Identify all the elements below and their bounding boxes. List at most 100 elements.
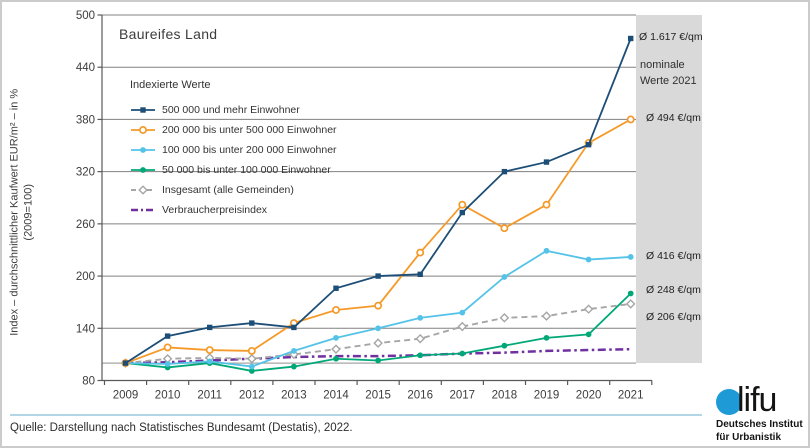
series-marker [205, 346, 214, 354]
series-marker [417, 314, 424, 321]
series-marker [543, 334, 550, 341]
legend-item: 200 000 bis unter 500 000 Einwohner [130, 120, 337, 140]
x-tick-label: 2020 [576, 390, 602, 402]
end-label: Ø 248 €/qm [646, 284, 701, 297]
series-line [125, 302, 631, 365]
series-marker [417, 271, 423, 278]
x-tick-label: 2021 [618, 390, 644, 402]
nominal-values-label: nominale Werte 2021 [640, 59, 697, 87]
x-tick-label: 2011 [197, 390, 222, 402]
x-tick-label: 2013 [281, 390, 307, 402]
legend-item: Insgesamt (alle Gemeinden) [130, 180, 337, 200]
series-marker [122, 360, 129, 366]
series-marker [247, 353, 257, 364]
legend: Indexierte Werte 500 000 und mehr Einwoh… [130, 79, 337, 220]
series-marker [140, 107, 146, 113]
series-marker [626, 115, 635, 124]
series-marker [583, 304, 594, 314]
series-marker [206, 358, 213, 365]
x-tick-label: 2018 [492, 390, 518, 402]
legend-item: Verbraucherpreisindex [130, 200, 337, 220]
series-marker [207, 324, 213, 331]
source-separator [10, 414, 702, 416]
legend-items: 500 000 und mehr Einwohner 200 000 bis un… [130, 100, 337, 220]
y-tick-label: 140 [76, 323, 95, 335]
x-tick-label: 2009 [113, 390, 139, 402]
series-marker [164, 333, 171, 339]
series-marker [291, 363, 297, 370]
end-label: Ø 494 €/qm [646, 112, 701, 125]
x-tick-label: 2016 [407, 390, 433, 402]
y-tick-label: 440 [76, 62, 95, 74]
y-axis-title-line2: (2009=100) [23, 184, 35, 241]
legend-swatch-icon [131, 167, 155, 173]
legend-swatch-icon [131, 126, 155, 134]
series-marker [541, 311, 552, 321]
difu-logo-mark: lifu [716, 381, 803, 419]
x-tick-label: 2015 [365, 390, 391, 402]
difu-org-line2: für Urbanistik [716, 431, 782, 443]
series-marker [415, 333, 425, 344]
series-marker [332, 306, 340, 314]
difu-logo: lifu Deutsches Institut für Urbanistik [716, 382, 803, 444]
legend-item-label: 100 000 bis unter 200 000 Einwohner [162, 144, 337, 156]
series-marker [138, 185, 148, 195]
end-label: Ø 206 €/qm [646, 310, 701, 323]
series-marker [374, 301, 383, 310]
series-marker [291, 348, 297, 354]
y-tick-label: 380 [76, 114, 95, 126]
series-marker [248, 368, 255, 374]
series-marker [585, 331, 592, 338]
source-text: Quelle: Darstellung nach Statistisches B… [10, 422, 353, 434]
legend-item: 500 000 und mehr Einwohner [130, 100, 337, 120]
series-marker [375, 357, 381, 364]
series-marker [585, 141, 592, 148]
legend-item: 100 000 bis unter 200 000 Einwohner [130, 140, 337, 160]
difu-logo-wordmark: lifu [737, 381, 777, 419]
series-marker [628, 35, 634, 42]
series-marker [459, 350, 466, 357]
series-marker [543, 247, 550, 254]
legend-swatch-icon [131, 185, 155, 195]
series-marker [501, 168, 508, 175]
series-500-000-und-mehr-einwohner [122, 35, 634, 366]
series-marker [457, 321, 468, 332]
legend-item-label: 200 000 bis unter 500 000 Einwohner [162, 124, 337, 136]
series-marker [375, 273, 381, 279]
series-line [125, 347, 631, 365]
series-marker [164, 361, 171, 367]
x-tick-label: 2017 [450, 390, 476, 402]
series-marker [139, 126, 147, 134]
y-tick-label: 200 [76, 271, 95, 283]
series-marker [248, 363, 255, 370]
y-tick-label: 320 [76, 167, 95, 179]
legend-item-label: Insgesamt (alle Gemeinden) [162, 184, 294, 196]
series-marker [140, 147, 146, 153]
legend-swatch-icon [131, 208, 155, 212]
legend-item-label: Verbraucherpreisindex [162, 204, 268, 216]
series-marker [458, 200, 467, 209]
series-marker [417, 352, 424, 359]
legend-title: Indexierte Werte [130, 79, 211, 91]
series-marker [625, 299, 636, 309]
x-tick-label: 2014 [323, 390, 349, 402]
end-label: Ø 416 €/qm [646, 249, 701, 262]
series-marker [331, 344, 341, 354]
y-axis-title-line1: Index – durchschnittlicher Kaufwert EUR/… [8, 88, 21, 336]
series-marker [416, 248, 425, 257]
series-verbraucherpreisindex [125, 347, 631, 365]
series-marker [585, 256, 592, 263]
y-tick-label: 260 [76, 219, 95, 231]
series-marker [500, 224, 509, 233]
y-axis-title: Index – durchschnittlicher Kaufwert EUR/… [8, 12, 37, 412]
series-marker [627, 290, 634, 297]
series-marker [291, 324, 297, 331]
difu-org-line1: Deutsches Institut [716, 419, 803, 430]
series-marker [249, 320, 255, 326]
series-marker [459, 209, 465, 216]
series-marker [375, 325, 381, 332]
x-tick-label: 2012 [239, 390, 265, 402]
series-marker [501, 342, 508, 349]
